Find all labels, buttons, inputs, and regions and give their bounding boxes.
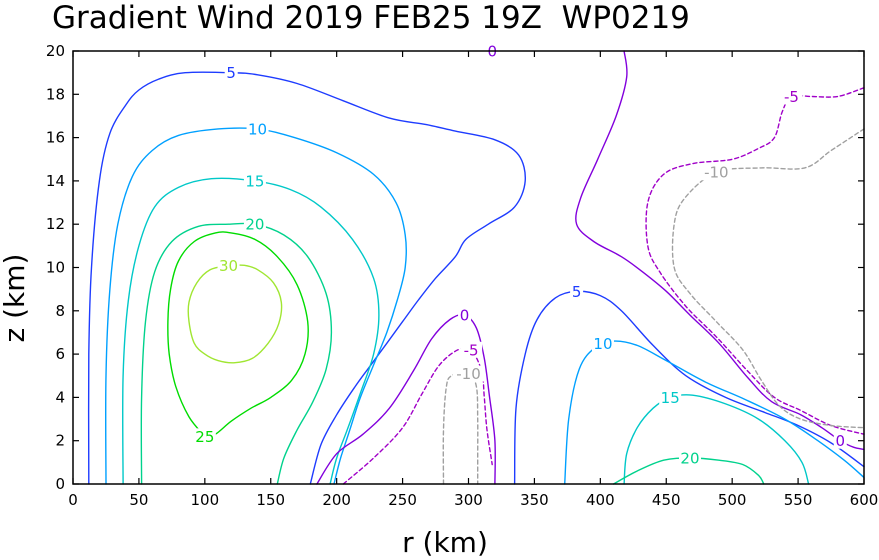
contour-label-bg xyxy=(243,216,266,233)
y-tick-label: 2 xyxy=(55,432,65,450)
contour-label-bg xyxy=(458,307,472,324)
contour-layer xyxy=(87,50,865,485)
contour-line-20-6 xyxy=(140,222,333,485)
contour-label-5: 5 xyxy=(572,283,582,301)
x-tick-label: 500 xyxy=(718,491,747,509)
contour-line-neg10-16 xyxy=(671,128,865,429)
contour-label-30: 30 xyxy=(219,257,238,275)
contour-line-15-4 xyxy=(122,177,380,485)
contour-label-20: 20 xyxy=(680,450,699,468)
x-axis-label: r (km) xyxy=(402,526,488,559)
y-tick-label: 14 xyxy=(46,172,65,190)
contour-label-bg xyxy=(700,164,732,181)
axis-ticks: 0 50 100 150 200 250 300 350 400 450 500 550 6000246… xyxy=(46,42,878,509)
contour-line-5-0 xyxy=(87,71,526,485)
y-tick-label: 8 xyxy=(55,302,65,320)
x-tick-label: 550 xyxy=(784,491,813,509)
contour-line-25-8 xyxy=(167,231,309,438)
contour-label-bg xyxy=(217,257,240,274)
contour-line-30-9 xyxy=(187,264,283,364)
contour-label-bg xyxy=(659,389,682,406)
contour-label-bg xyxy=(570,283,584,300)
x-tick-label: 400 xyxy=(586,491,615,509)
contour-label-neg10: -10 xyxy=(456,365,481,383)
contour-label-bg xyxy=(224,64,238,81)
contour-label-5: 5 xyxy=(226,64,236,82)
contour-line-neg5-13 xyxy=(342,346,493,485)
contour-line-0-11 xyxy=(316,313,496,485)
contour-label-15: 15 xyxy=(661,389,680,407)
contour-label-10: 10 xyxy=(248,120,267,138)
y-axis-label: z (km) xyxy=(0,254,31,343)
contour-label-bg xyxy=(591,335,614,352)
contour-label-neg5: -5 xyxy=(464,341,479,359)
contour-label-bg xyxy=(246,120,269,137)
y-tick-label: 20 xyxy=(46,42,65,60)
contour-line-10-3 xyxy=(564,340,865,485)
x-tick-label: 150 xyxy=(256,491,285,509)
x-tick-label: 50 xyxy=(129,491,148,509)
contour-line-10-2 xyxy=(104,127,407,485)
contour-label-neg10: -10 xyxy=(704,164,729,182)
y-tick-label: 4 xyxy=(55,388,65,406)
y-tick-label: 18 xyxy=(46,85,65,103)
x-tick-label: 200 xyxy=(322,491,351,509)
contour-line-20-7 xyxy=(612,457,765,485)
x-tick-label: 350 xyxy=(520,491,549,509)
x-tick-label: 300 xyxy=(454,491,483,509)
chart-title: Gradient Wind 2019 FEB25 19Z WP0219 xyxy=(52,0,690,36)
y-tick-label: 10 xyxy=(46,259,65,277)
contour-label-bg xyxy=(453,365,484,382)
y-tick-label: 0 xyxy=(55,475,65,493)
x-tick-label: 450 xyxy=(652,491,681,509)
y-tick-label: 16 xyxy=(46,129,65,147)
contour-label-0: 0 xyxy=(835,432,845,450)
contour-label-bg xyxy=(243,172,266,189)
contour-line-15-5 xyxy=(623,394,810,485)
contour-line-neg5-14 xyxy=(645,87,865,435)
x-tick-label: 600 xyxy=(850,491,879,509)
x-tick-label: 100 xyxy=(191,491,220,509)
y-tick-label: 12 xyxy=(46,215,65,233)
contour-label-25: 25 xyxy=(195,428,214,446)
contour-label-bg xyxy=(460,341,483,358)
contour-label-bg xyxy=(833,432,847,449)
contour-label-neg5: -5 xyxy=(784,88,799,106)
contour-line-0-12 xyxy=(575,50,865,451)
y-tick-label: 6 xyxy=(55,345,65,363)
contour-label-20: 20 xyxy=(245,216,264,234)
contour-label-bg xyxy=(678,450,701,467)
x-tick-label: 250 xyxy=(388,491,417,509)
contour-label-bg xyxy=(193,428,216,445)
contour-label-0: 0 xyxy=(460,307,470,325)
contour-label-10: 10 xyxy=(593,335,612,353)
x-tick-label: 0 xyxy=(68,491,78,509)
contour-label-15: 15 xyxy=(245,172,264,190)
contour-label-bg xyxy=(780,88,803,105)
